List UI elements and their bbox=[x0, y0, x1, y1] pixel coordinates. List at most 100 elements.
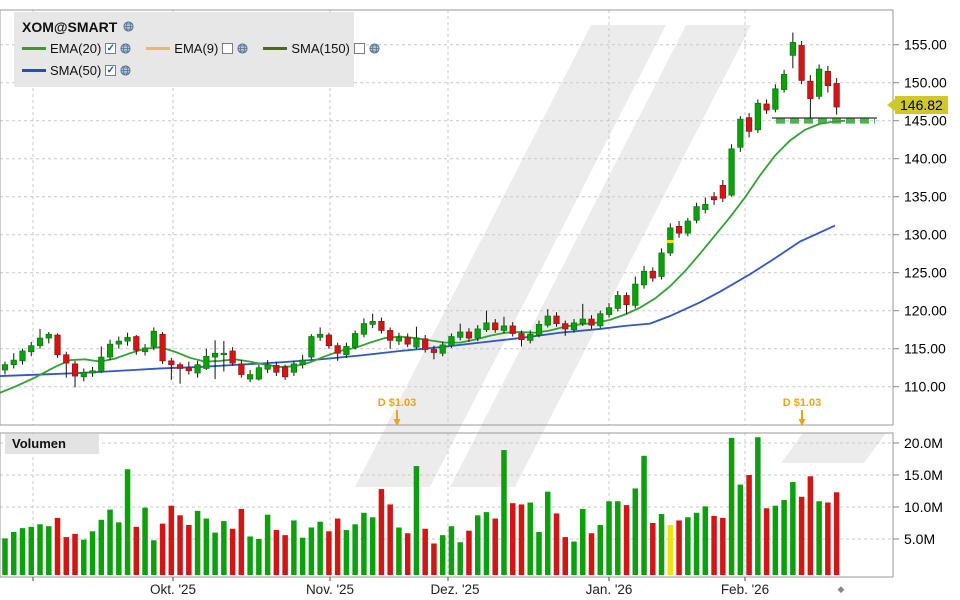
volume-axis-label: 10.0M bbox=[904, 499, 943, 515]
legend-item-sma50: SMA(50) ✓ bbox=[22, 63, 131, 78]
volume-bar bbox=[685, 517, 691, 575]
candle-body bbox=[282, 366, 289, 378]
candle-body bbox=[649, 270, 656, 279]
candle-body bbox=[387, 330, 394, 341]
volume-bar bbox=[798, 496, 805, 575]
volume-bar bbox=[702, 506, 709, 575]
globe-icon[interactable] bbox=[120, 64, 131, 76]
volume-bar bbox=[650, 523, 656, 575]
candle-body bbox=[623, 295, 630, 305]
candle-body bbox=[106, 343, 114, 358]
candle-body bbox=[54, 334, 61, 356]
dividend-label: D $1.03 bbox=[783, 397, 822, 409]
gridlines bbox=[0, 10, 893, 577]
dividend-highlight-dash bbox=[666, 240, 674, 244]
volume-panel-title: Volumen bbox=[5, 434, 99, 454]
last-price-tag: 146.82 bbox=[887, 96, 948, 114]
volume-bar bbox=[457, 542, 463, 575]
volume-bar bbox=[518, 504, 525, 575]
indicator-line-swatch bbox=[22, 46, 46, 50]
volume-bar bbox=[264, 514, 271, 575]
candle-body bbox=[124, 336, 131, 342]
pan-handle[interactable]: ◆ bbox=[838, 584, 845, 594]
candle-body bbox=[168, 360, 175, 366]
volume-bar bbox=[116, 522, 122, 575]
volume-bar bbox=[641, 455, 647, 575]
volume-bar bbox=[177, 515, 183, 575]
volume-bar bbox=[711, 515, 717, 575]
candle-body bbox=[824, 70, 831, 87]
volume-bar bbox=[133, 526, 140, 575]
volume-bar bbox=[509, 503, 516, 575]
candle-body bbox=[544, 315, 551, 326]
volume-bar bbox=[807, 476, 814, 575]
candle-body bbox=[36, 337, 44, 347]
volume-bar bbox=[343, 530, 350, 575]
volume-bar bbox=[37, 524, 43, 575]
volume-bar bbox=[790, 482, 796, 575]
price-axis-label: 135.00 bbox=[904, 189, 947, 205]
candle-body bbox=[457, 331, 464, 338]
candle-body bbox=[789, 42, 796, 56]
globe-icon[interactable] bbox=[237, 42, 248, 54]
time-axis-label: Feb. '26 bbox=[721, 582, 769, 597]
candle-body bbox=[728, 148, 735, 196]
volume-bar bbox=[89, 531, 96, 575]
volume-bar bbox=[124, 469, 131, 575]
candle-body bbox=[194, 364, 201, 374]
candle-body bbox=[439, 344, 446, 354]
symbol-label: XOM@SMART bbox=[22, 18, 118, 35]
volume-bar bbox=[562, 537, 569, 575]
volume-bar bbox=[422, 528, 428, 575]
volume-bar bbox=[107, 509, 113, 575]
candle-body bbox=[203, 355, 210, 369]
candle-body bbox=[675, 225, 683, 234]
time-axis-label: Nov. '25 bbox=[306, 582, 354, 597]
legend-indicator-row-2: SMA(50) ✓ bbox=[22, 59, 346, 81]
candle-body bbox=[658, 252, 665, 277]
sma50-line bbox=[0, 224, 836, 377]
volume-bar bbox=[256, 539, 262, 575]
candle-body bbox=[754, 102, 761, 131]
volume-bar bbox=[553, 513, 560, 575]
candle-body bbox=[63, 354, 70, 364]
candle-body bbox=[159, 333, 166, 362]
volume-bar bbox=[492, 518, 498, 575]
indicator-visibility-checkbox[interactable] bbox=[222, 42, 234, 54]
candle-body bbox=[98, 356, 105, 372]
volume-bar bbox=[168, 505, 175, 575]
time-axis: Okt. '25 Nov. '25 Dez. '25 Jan. '26 Feb. '26 bbox=[32, 577, 769, 597]
volume-bar bbox=[212, 532, 218, 575]
volume-bar bbox=[54, 517, 61, 575]
candles[interactable] bbox=[1, 32, 840, 388]
indicator-visibility-checkbox[interactable]: ✓ bbox=[105, 64, 117, 76]
volume-bar bbox=[571, 541, 577, 575]
candle-body bbox=[115, 340, 122, 345]
volume-bar bbox=[378, 489, 385, 575]
volume-bar bbox=[361, 512, 367, 575]
volume-bar bbox=[431, 543, 437, 575]
candle-body bbox=[579, 318, 586, 324]
candle-body bbox=[632, 283, 639, 306]
candle-body bbox=[816, 68, 823, 97]
candle-body bbox=[745, 117, 753, 132]
globe-icon[interactable] bbox=[123, 21, 134, 32]
indicator-visibility-checkbox[interactable] bbox=[353, 42, 365, 54]
globe-icon[interactable] bbox=[369, 42, 380, 54]
candle-body bbox=[378, 320, 385, 331]
candle-body bbox=[10, 359, 17, 366]
volume-bar bbox=[501, 450, 507, 575]
volume-bars[interactable] bbox=[2, 437, 840, 575]
candle-body bbox=[369, 320, 376, 325]
volume-bar bbox=[667, 524, 674, 575]
volume-bar bbox=[658, 514, 665, 575]
candle-body bbox=[176, 364, 184, 369]
globe-icon[interactable] bbox=[120, 42, 131, 54]
candle-body bbox=[343, 346, 350, 356]
volume-bar bbox=[676, 520, 682, 575]
indicator-visibility-checkbox[interactable]: ✓ bbox=[105, 42, 117, 54]
volume-bar bbox=[474, 515, 481, 575]
moving-averages bbox=[0, 119, 846, 394]
